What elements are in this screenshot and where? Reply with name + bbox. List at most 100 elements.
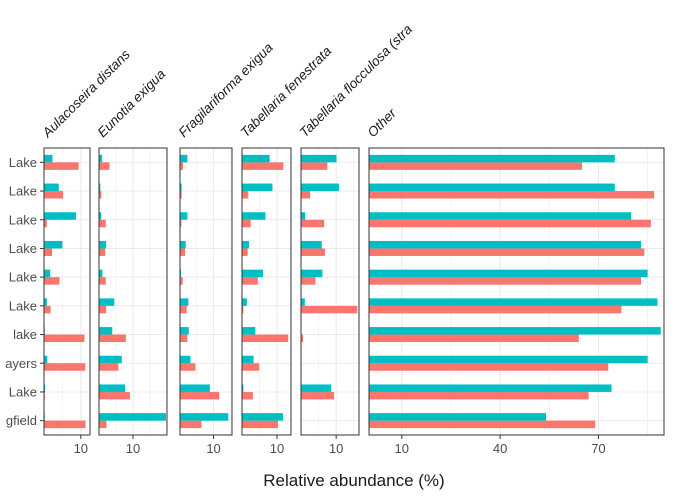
- row-label: Lake: [9, 212, 37, 227]
- bar: [44, 355, 48, 364]
- bar: [369, 327, 661, 335]
- bar: [242, 298, 247, 306]
- x-tick-label: 40: [493, 441, 507, 456]
- x-tick-label: 10: [329, 441, 343, 456]
- bar: [369, 240, 642, 249]
- bar: [44, 298, 47, 306]
- bar: [180, 191, 182, 199]
- bar: [369, 269, 648, 278]
- row-label: ayers: [5, 356, 37, 371]
- bar: [44, 269, 51, 278]
- bar: [242, 219, 251, 228]
- bar: [301, 240, 322, 249]
- bar: [99, 277, 106, 285]
- bar: [180, 277, 183, 285]
- bar: [242, 248, 248, 256]
- panel-border: [241, 147, 292, 436]
- bar: [44, 154, 53, 163]
- bar: [369, 363, 609, 371]
- bar: [242, 363, 260, 371]
- bar: [369, 420, 596, 429]
- bar: [44, 248, 53, 256]
- bar: [99, 240, 107, 249]
- bar: [369, 154, 615, 163]
- bar: [301, 334, 304, 343]
- bar: [242, 183, 273, 192]
- bar: [99, 327, 113, 335]
- bar: [242, 420, 279, 429]
- bar: [242, 305, 244, 314]
- bar: [301, 298, 305, 306]
- bar: [242, 269, 263, 278]
- bar: [180, 305, 187, 314]
- row-label: Lake: [9, 241, 37, 256]
- bar: [44, 219, 47, 228]
- bar: [242, 327, 256, 335]
- row-label: Lake: [9, 270, 37, 285]
- bar: [369, 355, 648, 364]
- bar: [44, 162, 79, 170]
- bar: [369, 162, 583, 170]
- bar: [242, 334, 289, 343]
- x-tick-label: 70: [591, 441, 605, 456]
- panel-background: [242, 148, 291, 435]
- panel-border: [300, 147, 360, 436]
- bar: [242, 355, 254, 364]
- bar: [180, 298, 189, 306]
- x-tick-label: 10: [395, 441, 409, 456]
- bar: [180, 327, 189, 335]
- x-tick-label: 10: [74, 441, 88, 456]
- bar: [369, 391, 589, 400]
- bar: [44, 212, 77, 220]
- bar: [180, 420, 202, 429]
- bar: [99, 298, 115, 306]
- bar: [301, 183, 339, 192]
- bar: [180, 219, 182, 228]
- bar: [99, 305, 107, 314]
- bar: [180, 212, 188, 220]
- bar: [99, 363, 119, 371]
- bar: [44, 334, 85, 343]
- bar: [369, 413, 546, 421]
- x-tick-label: 10: [126, 441, 140, 456]
- bar: [301, 154, 337, 163]
- bar: [44, 420, 86, 429]
- bar: [242, 413, 283, 421]
- row-label: Lake: [9, 298, 37, 313]
- bar: [242, 191, 249, 199]
- bar: [180, 240, 186, 249]
- row-label: gfield: [6, 413, 37, 428]
- panel-border: [43, 147, 91, 436]
- bar: [369, 277, 642, 285]
- bar: [369, 298, 658, 306]
- bar: [44, 240, 63, 249]
- bar: [369, 334, 579, 343]
- bar: [301, 162, 328, 170]
- bar: [242, 212, 266, 220]
- bar: [301, 391, 335, 400]
- bar: [180, 334, 188, 343]
- bar: [99, 248, 106, 256]
- bar: [99, 413, 166, 421]
- bar: [44, 277, 60, 285]
- bar: [99, 355, 122, 364]
- bar: [301, 384, 332, 392]
- panel-border: [179, 147, 233, 436]
- bar: [301, 219, 325, 228]
- bar: [99, 162, 110, 170]
- bar: [369, 219, 651, 228]
- bar: [99, 212, 102, 220]
- bar: [44, 363, 86, 371]
- bar: [301, 248, 325, 256]
- bar: [44, 191, 64, 199]
- bar: [99, 420, 107, 429]
- bar: [301, 269, 323, 278]
- x-axis-title: Relative abundance (%): [263, 471, 444, 490]
- row-label: Lake: [9, 155, 37, 170]
- bar: [99, 269, 103, 278]
- bar: [180, 363, 196, 371]
- facet-strip-label: Aulacoseira distans: [39, 47, 133, 141]
- bar: [44, 305, 51, 314]
- bar: [242, 162, 284, 170]
